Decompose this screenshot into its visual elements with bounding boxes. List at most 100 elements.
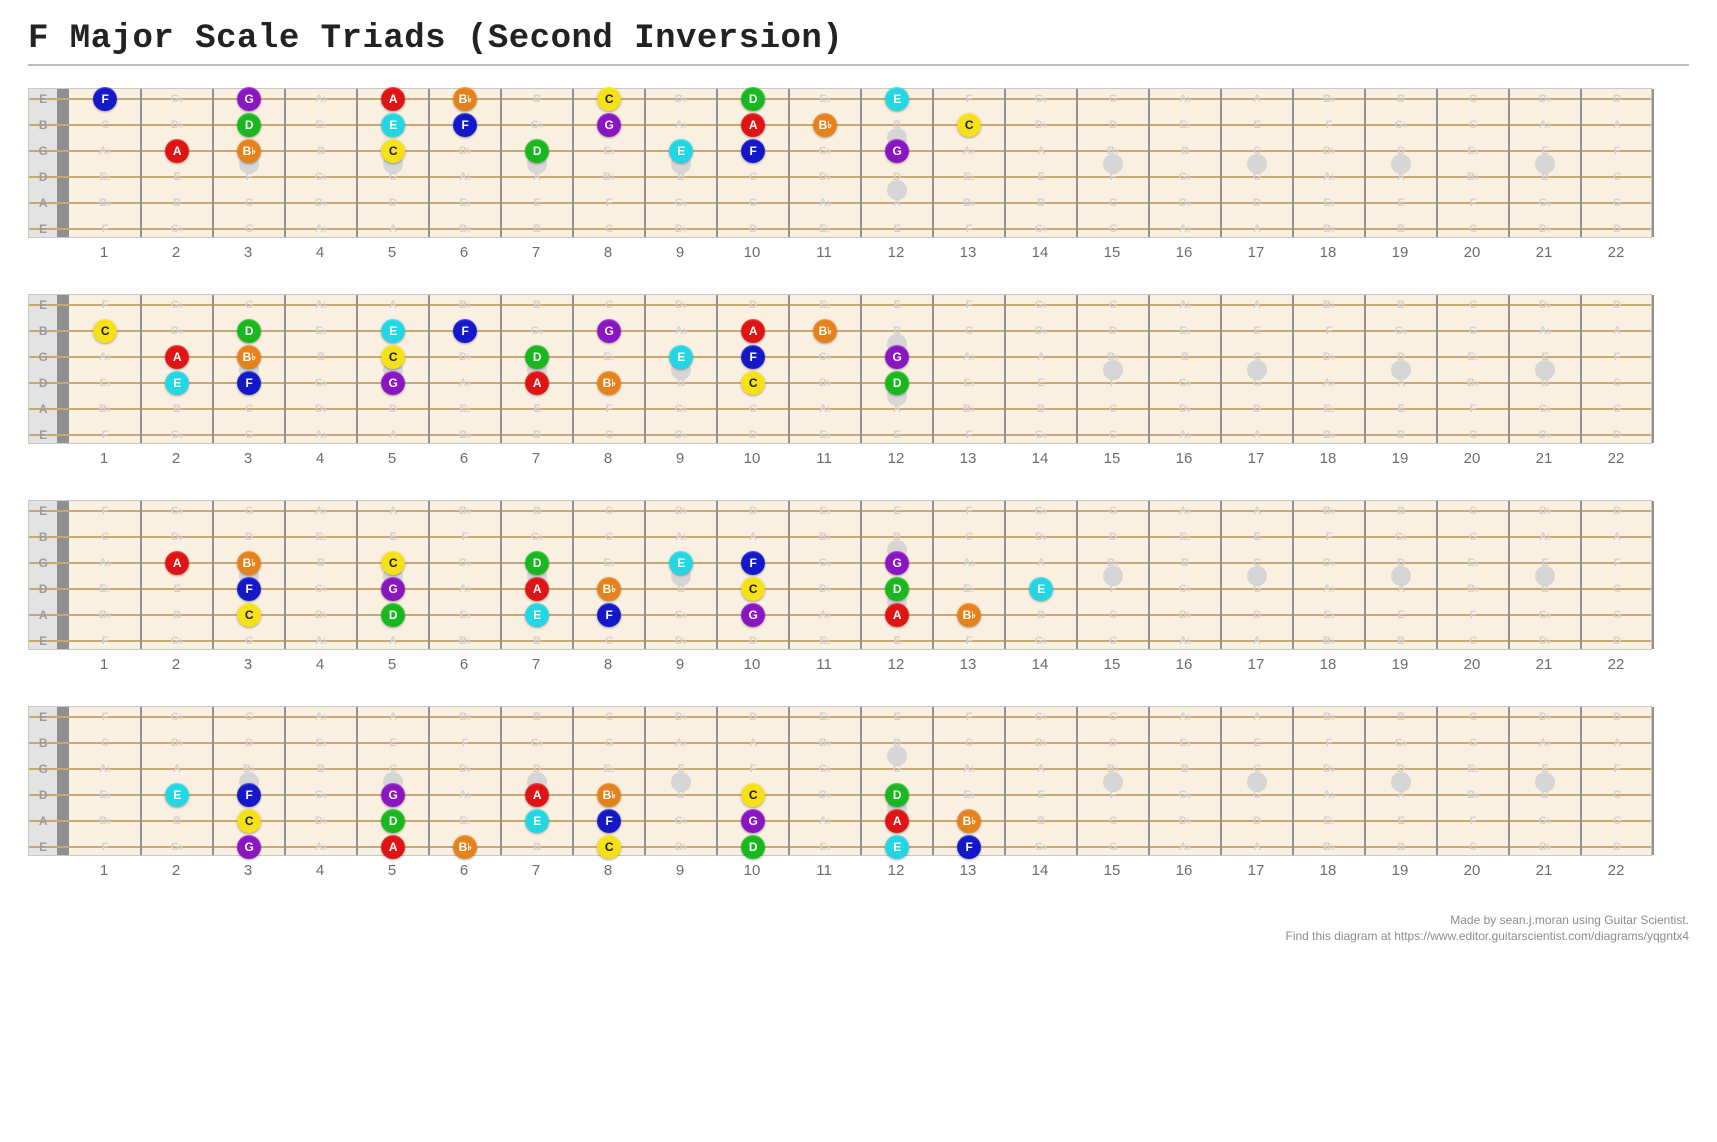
ghost-note: A — [1613, 119, 1621, 131]
ghost-note: G — [1613, 197, 1621, 209]
ghost-note: A♭ — [963, 351, 975, 363]
ghost-note: A♭ — [675, 119, 687, 131]
ghost-note: G♭ — [531, 737, 544, 749]
ghost-note: E♭ — [1179, 119, 1190, 131]
ghost-note: G♭ — [1539, 815, 1552, 827]
note-dot: A — [525, 783, 549, 807]
footer-credit: Made by sean.j.moran using Guitar Scient… — [28, 912, 1689, 928]
fret-number: 12 — [888, 862, 905, 879]
fret-number: 9 — [676, 244, 684, 261]
ghost-note: G♭ — [1539, 403, 1552, 415]
ghost-note: B — [317, 145, 325, 157]
ghost-note: D — [1613, 841, 1621, 853]
fret-number: 5 — [388, 244, 396, 261]
ghost-note: C — [1469, 505, 1477, 517]
fret-number: 21 — [1536, 450, 1553, 467]
ghost-note: B — [893, 737, 901, 749]
note-dot: A — [165, 345, 189, 369]
ghost-note: D — [1613, 635, 1621, 647]
note-dot: B♭ — [453, 87, 477, 111]
ghost-note: B — [1181, 557, 1189, 569]
fret-number: 10 — [744, 656, 761, 673]
ghost-note: D♭ — [171, 119, 183, 131]
note-dot: E — [381, 113, 405, 137]
ghost-note: A — [893, 197, 901, 209]
ghost-note: F — [1326, 737, 1332, 749]
ghost-note: D♭ — [315, 197, 327, 209]
ghost-note: B♭ — [459, 299, 471, 311]
note-dot: C — [741, 783, 765, 807]
fret-number: 8 — [604, 450, 612, 467]
ghost-note: G♭ — [1395, 119, 1408, 131]
ghost-note: A — [1397, 583, 1405, 595]
fret-number: 5 — [388, 656, 396, 673]
ghost-note: E♭ — [603, 351, 614, 363]
ghost-note: E — [893, 711, 900, 723]
ghost-note: A — [1037, 145, 1045, 157]
fret-number: 17 — [1248, 656, 1265, 673]
note-dot: E — [669, 345, 693, 369]
ghost-note: C — [605, 299, 613, 311]
ghost-note: D♭ — [1035, 737, 1047, 749]
ghost-note: F — [966, 93, 972, 105]
ghost-note: F — [1470, 403, 1476, 415]
ghost-note: B — [1541, 377, 1549, 389]
ghost-note: E♭ — [1323, 403, 1334, 415]
note-dot: C — [93, 319, 117, 343]
ghost-note: G — [1109, 841, 1117, 853]
ghost-note: E♭ — [819, 93, 830, 105]
note-dot: C — [741, 577, 765, 601]
ghost-note: D — [749, 299, 757, 311]
ghost-note: G — [1613, 609, 1621, 621]
ghost-note: E — [893, 429, 900, 441]
ghost-note: G♭ — [1035, 711, 1048, 723]
ghost-note: E — [1037, 171, 1044, 183]
ghost-note: F — [246, 171, 252, 183]
ghost-note: C — [245, 403, 253, 415]
ghost-note: A — [1037, 557, 1045, 569]
ghost-note: D — [1253, 609, 1261, 621]
ghost-note: A♭ — [1179, 505, 1191, 517]
fret-number: 12 — [888, 244, 905, 261]
fret-number: 2 — [172, 862, 180, 879]
fret-number: 6 — [460, 450, 468, 467]
ghost-note: G — [1469, 325, 1477, 337]
fret-number: 16 — [1176, 862, 1193, 879]
fret-number: 22 — [1608, 244, 1625, 261]
ghost-note: A — [1253, 299, 1261, 311]
ghost-note: A♭ — [675, 325, 687, 337]
ghost-note: G — [1109, 711, 1117, 723]
ghost-note: E — [893, 505, 900, 517]
fret-number: 4 — [316, 656, 324, 673]
ghost-note: A♭ — [1179, 711, 1191, 723]
ghost-note: D♭ — [1323, 145, 1335, 157]
open-string-label: B — [39, 324, 47, 338]
ghost-note: E♭ — [819, 841, 830, 853]
ghost-note: F — [462, 737, 468, 749]
ghost-note: G — [1253, 789, 1261, 801]
ghost-note: E — [389, 531, 396, 543]
ghost-note: B♭ — [1323, 635, 1335, 647]
ghost-note: C — [1109, 609, 1117, 621]
ghost-note: B — [1397, 93, 1405, 105]
note-dot: C — [597, 87, 621, 111]
ghost-note: D♭ — [315, 403, 327, 415]
ghost-note: A — [1397, 171, 1405, 183]
ghost-note: A♭ — [1179, 299, 1191, 311]
ghost-note: D — [1397, 351, 1405, 363]
ghost-note: B — [173, 403, 181, 415]
ghost-note: B — [173, 197, 181, 209]
ghost-note: B♭ — [963, 197, 975, 209]
ghost-note: G — [1469, 119, 1477, 131]
fret-number: 10 — [744, 862, 761, 879]
ghost-note: A♭ — [315, 841, 327, 853]
ghost-note: D — [389, 197, 397, 209]
ghost-note: B — [317, 557, 325, 569]
ghost-note: C — [1109, 197, 1117, 209]
ghost-note: G♭ — [1179, 789, 1192, 801]
fret-number: 20 — [1464, 656, 1481, 673]
ghost-note: F — [1110, 789, 1116, 801]
fret-number: 3 — [244, 862, 252, 879]
fret-number: 1 — [100, 450, 108, 467]
fret-number: 13 — [960, 450, 977, 467]
